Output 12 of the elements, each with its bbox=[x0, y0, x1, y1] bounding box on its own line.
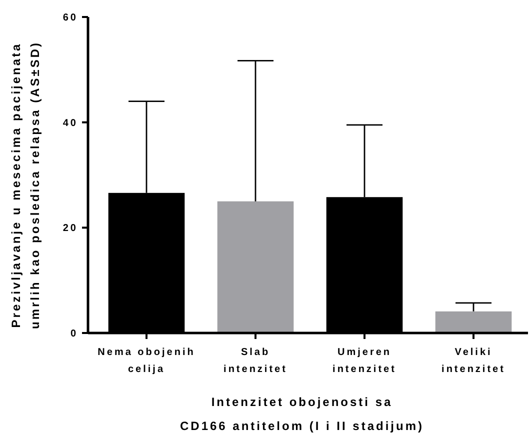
y-tick-label: 20 bbox=[62, 223, 78, 234]
x-tick-label: Umjeren intenzitet bbox=[332, 347, 396, 375]
x-tick-label: Veliki intenzitet bbox=[442, 347, 506, 375]
bar bbox=[435, 311, 512, 333]
y-tick-label: 60 bbox=[62, 12, 78, 24]
x-tick-label: Nema obojenih celija bbox=[98, 347, 196, 375]
y-tick-label: 0 bbox=[70, 328, 78, 340]
x-tick-label: Slab intenzitet bbox=[224, 347, 288, 375]
y-axis-title: Prezivljavanje u mesecima pacijenata umrlih kao posledica relapsa (AS±SD) bbox=[9, 41, 42, 329]
bar bbox=[217, 201, 294, 333]
x-axis-title: Intenzitet obojenosti sa CD166 antitelom (I i II stadijum) bbox=[180, 395, 424, 433]
y-tick-label: 40 bbox=[62, 118, 78, 129]
